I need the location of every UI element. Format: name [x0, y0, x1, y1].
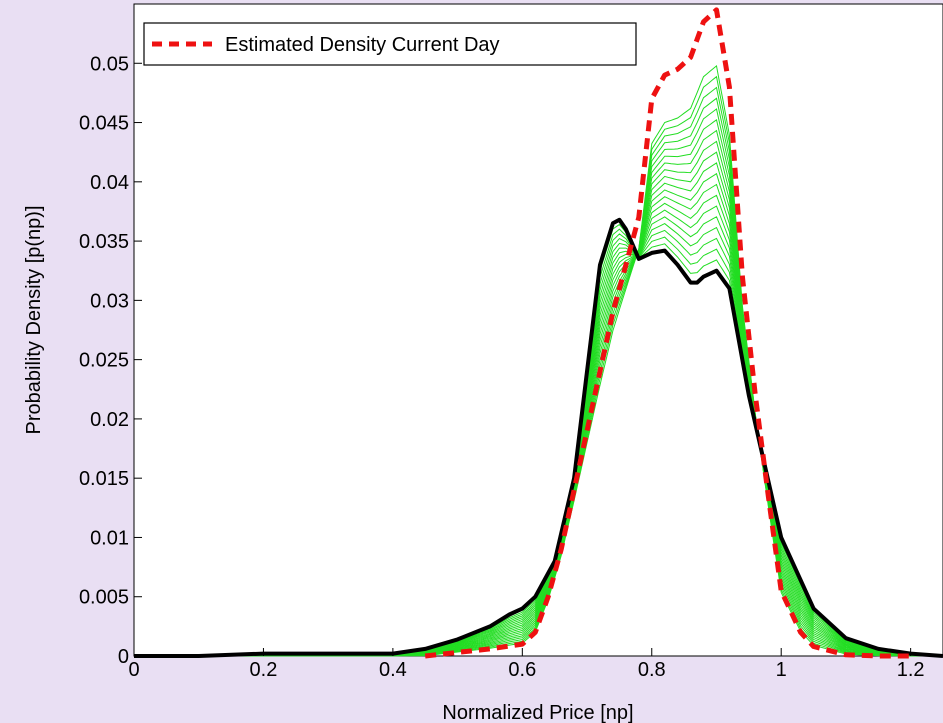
- y-tick-label: 0.015: [79, 468, 129, 490]
- series-line-current-day: [424, 7, 911, 659]
- x-tick-label: 0.6: [508, 659, 536, 681]
- transition-line: [134, 64, 943, 657]
- y-axis: 0 0.005 0.01 0.015 0.02 0.025 0.03 0.035 0.04 0.0…: [79, 53, 142, 668]
- y-axis-label: Probability Density [p(np)]: [23, 206, 45, 435]
- y-tick-label: 0.05: [90, 53, 129, 75]
- legend-box: [143, 22, 637, 66]
- x-tick-label: 0.8: [638, 659, 666, 681]
- x-tick-label: 0.4: [379, 659, 407, 681]
- x-tick-label: 0: [128, 659, 139, 681]
- series-line-start-density: [134, 217, 943, 658]
- series-layer: [134, 7, 943, 659]
- y-tick-label: 0.045: [79, 113, 129, 135]
- x-tick-label: 1.2: [897, 659, 925, 681]
- legend: Estimated Density Current Day: [143, 22, 637, 66]
- x-tick-label: 0.2: [250, 659, 278, 681]
- y-tick-label: 0.005: [79, 587, 129, 609]
- plot-area: [133, 3, 943, 657]
- x-axis-label: Normalized Price [np]: [442, 702, 633, 723]
- y-tick-label: 0: [118, 646, 129, 668]
- x-tick-label: 1: [776, 659, 787, 681]
- legend-label-current-day: Estimated Density Current Day: [225, 34, 500, 56]
- y-tick-label: 0.025: [79, 350, 129, 372]
- y-tick-label: 0.035: [79, 231, 129, 253]
- y-tick-label: 0.03: [90, 290, 129, 312]
- y-tick-label: 0.02: [90, 409, 129, 431]
- x-axis: 0 0.2 0.4 0.6 0.8 1 1.2: [128, 648, 925, 681]
- y-tick-label: 0.04: [90, 172, 129, 194]
- y-tick-label: 0.01: [90, 527, 129, 549]
